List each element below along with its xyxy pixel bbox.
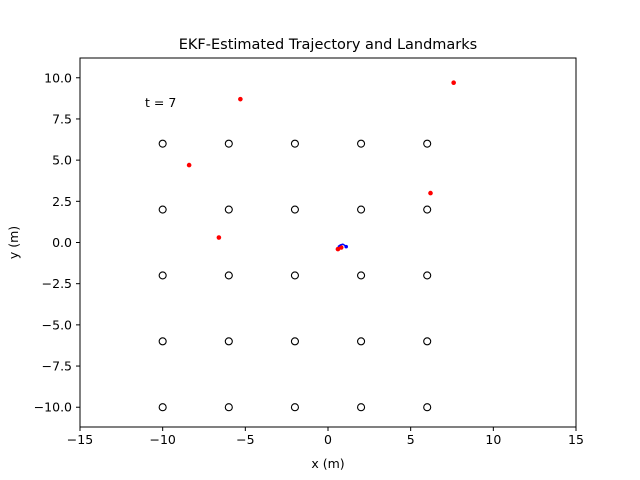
axes-frame (79, 57, 577, 428)
x-tick-label: 15 (568, 432, 584, 447)
landmark-marker (290, 205, 299, 214)
y-tick-label: −10.0 (34, 400, 72, 415)
landmark-estimate-point (216, 235, 222, 240)
y-tick-label: 5.0 (52, 153, 72, 168)
landmark-marker (357, 403, 366, 412)
landmark-marker (158, 139, 167, 148)
landmark-marker (224, 271, 233, 280)
landmark-estimate-point (428, 190, 433, 196)
landmark-marker (423, 271, 432, 280)
landmark-marker (158, 403, 167, 412)
landmark-marker (357, 139, 366, 148)
landmark-marker (423, 337, 432, 346)
y-tick-label: 10.0 (44, 70, 72, 85)
y-tick-label: −2.5 (42, 276, 72, 291)
time-annotation: t = 7 (145, 95, 176, 110)
landmark-marker (357, 271, 366, 280)
axis-ticks: −15 −10 −5 0 5 10 15 −10.0 −7.5 −5.0 −2.5 0.0 2.5 5.0… (34, 70, 584, 447)
plot-area (158, 80, 456, 412)
landmark-marker (290, 271, 299, 280)
landmark-marker (224, 139, 233, 148)
x-axis-label: x (m) (311, 456, 344, 471)
landmark-marker (290, 403, 299, 412)
landmark-marker (224, 337, 233, 346)
y-axis-label: y (m) (6, 226, 21, 259)
landmark-marker (158, 205, 167, 214)
landmark-marker (224, 205, 233, 214)
x-tick-label: −5 (236, 432, 254, 447)
landmark-estimate-point (238, 96, 243, 102)
landmark-marker (290, 139, 299, 148)
y-tick-label: 7.5 (52, 111, 72, 126)
landmark-marker (357, 205, 366, 214)
landmark-estimate-point (338, 245, 344, 250)
x-tick-label: 0 (324, 432, 332, 447)
y-tick-label: −5.0 (42, 317, 72, 332)
landmark-marker (290, 337, 299, 346)
landmark-estimate-point (451, 80, 456, 86)
x-tick-label: 5 (407, 432, 415, 447)
y-tick-label: −7.5 (42, 359, 72, 374)
landmark-marker (423, 205, 432, 214)
landmark-marker (158, 271, 167, 280)
landmark-marker (423, 403, 432, 412)
landmark-marker (423, 139, 432, 148)
chart-title: EKF-Estimated Trajectory and Landmarks (179, 37, 477, 53)
landmark-estimate-point (186, 162, 192, 168)
x-tick-label: 10 (485, 432, 501, 447)
x-tick-label: −15 (67, 432, 93, 447)
landmark-marker (357, 337, 366, 346)
landmark-marker (158, 337, 167, 346)
trajectory-endpoint (344, 244, 348, 249)
landmark-marker (224, 403, 233, 412)
x-tick-label: −10 (149, 432, 175, 447)
y-tick-label: 0.0 (52, 235, 72, 250)
y-tick-label: 2.5 (52, 194, 72, 209)
